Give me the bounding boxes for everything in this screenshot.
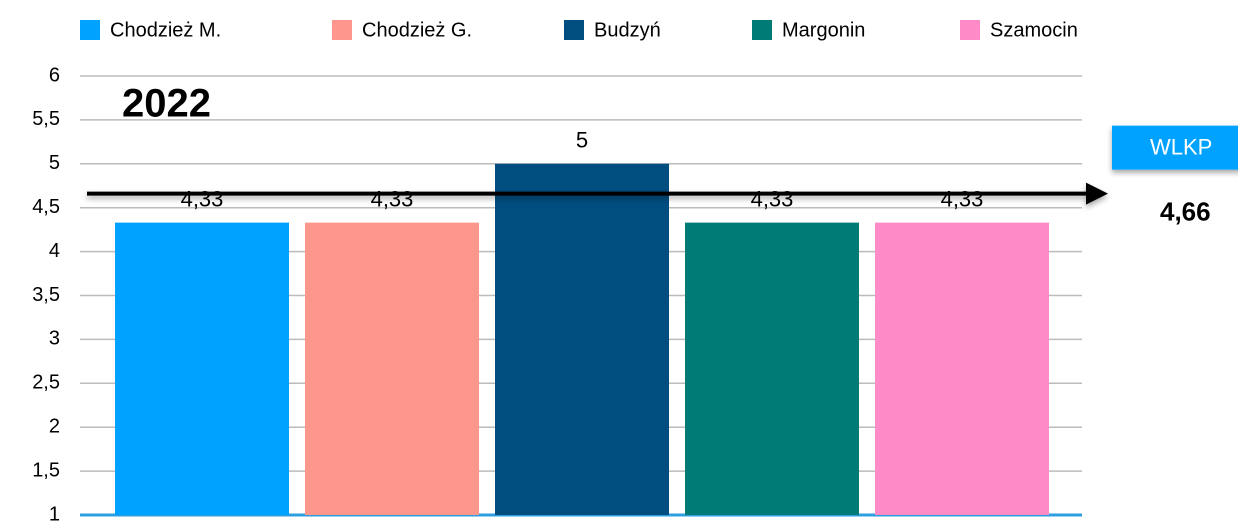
y-tick-label: 4,5: [32, 196, 60, 218]
reference-arrow: [87, 182, 1108, 205]
legend-swatch: [80, 20, 100, 40]
value-label: 4,33: [751, 186, 794, 211]
legend-label: Szamocin: [990, 19, 1078, 41]
legend-label: Budzyń: [594, 19, 661, 41]
bar: [685, 222, 859, 515]
value-label: 4,33: [181, 186, 224, 211]
y-tick-label: 1: [49, 503, 60, 525]
legend-swatch: [564, 20, 584, 40]
bar: [115, 222, 289, 515]
y-tick-label: 4: [49, 240, 60, 262]
y-tick-label: 5,5: [32, 108, 60, 130]
legend-label: Margonin: [782, 19, 865, 41]
reference-box: [1112, 125, 1238, 170]
chart-title: 2022: [122, 82, 211, 126]
legend-swatch: [332, 20, 352, 40]
legend-label: Chodzież G.: [362, 19, 472, 41]
reference-label: WLKP: [1150, 134, 1212, 159]
bar: [495, 163, 669, 516]
value-label: 4,33: [371, 186, 414, 211]
value-label: 4,33: [941, 186, 984, 211]
bar: [305, 222, 479, 515]
y-tick-label: 3,5: [32, 284, 60, 306]
bar: [875, 222, 1049, 515]
legend-label: Chodzież M.: [110, 19, 221, 41]
y-tick-label: 3: [49, 328, 60, 350]
y-tick-label: 6: [49, 64, 60, 86]
arrow-head: [1086, 182, 1108, 205]
y-tick-label: 5: [49, 152, 60, 174]
legend-swatch: [960, 20, 980, 40]
y-tick-label: 2: [49, 415, 60, 437]
legend-swatch: [752, 20, 772, 40]
y-tick-label: 1,5: [32, 459, 60, 481]
value-label: 5: [576, 128, 588, 153]
y-tick-label: 2,5: [32, 372, 60, 394]
reference-value: 4,66: [1160, 197, 1211, 227]
